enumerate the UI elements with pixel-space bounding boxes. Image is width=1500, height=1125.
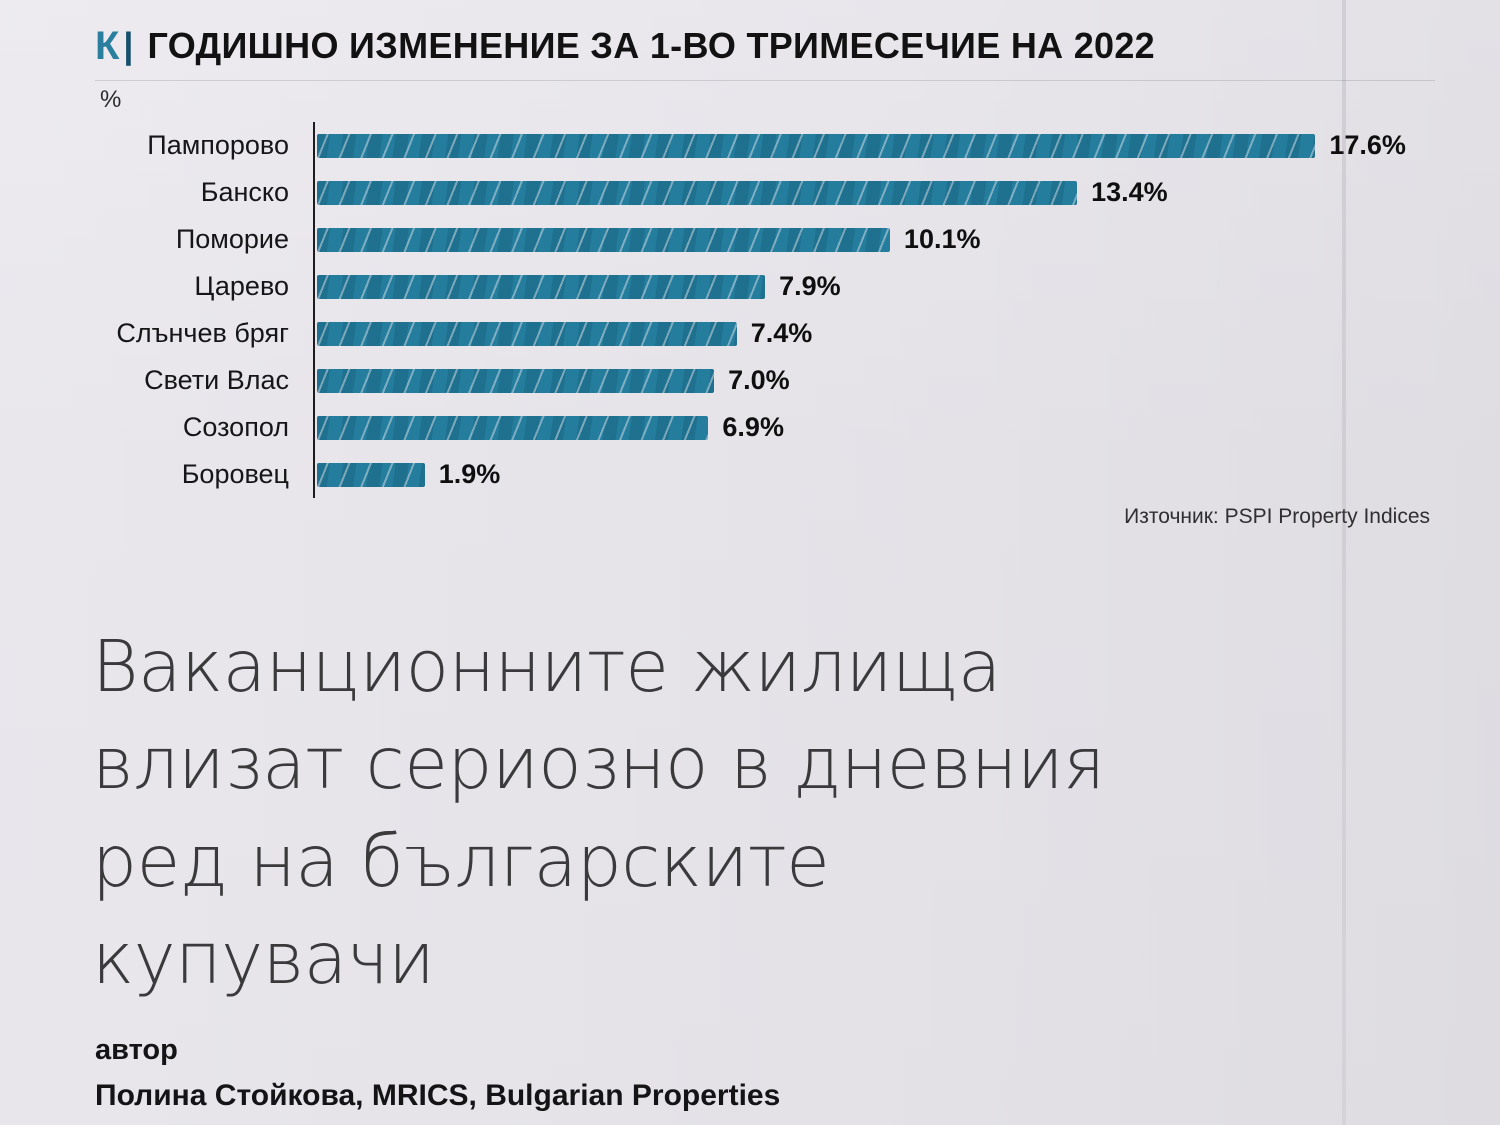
logo-divider: | bbox=[123, 25, 134, 66]
bar bbox=[317, 415, 709, 440]
source-note: Източник: PSPI Property Indices bbox=[1124, 505, 1430, 528]
bar-track: 10.1% bbox=[313, 216, 1435, 263]
chart-row: Боровец 1.9% bbox=[95, 451, 1435, 498]
bar-label: Царево bbox=[194, 271, 289, 301]
bar bbox=[317, 274, 766, 299]
headline-line: ред на българските bbox=[92, 819, 830, 903]
bar-value: 6.9% bbox=[722, 412, 784, 442]
bar-track: 7.0% bbox=[313, 357, 1435, 404]
bar bbox=[317, 368, 715, 393]
bar-value: 7.0% bbox=[728, 365, 790, 395]
bar-value: 7.4% bbox=[750, 318, 813, 348]
bar-value: 17.6% bbox=[1329, 130, 1406, 160]
bar-track: 13.4% bbox=[313, 169, 1435, 216]
bar-track: 17.6% bbox=[313, 122, 1435, 169]
chart-row: Созопол 6.9% bbox=[95, 404, 1435, 451]
headline-line: купувачи bbox=[92, 916, 435, 1000]
bar bbox=[317, 180, 1078, 205]
bar-track: 1.9% bbox=[313, 451, 1435, 498]
bar bbox=[317, 133, 1316, 158]
headline-line: влизат сериозно в дневния bbox=[92, 722, 1105, 806]
author-label: автор bbox=[95, 1034, 178, 1066]
chart-row: Поморие 10.1% bbox=[95, 216, 1435, 263]
bar-chart: Пампорово 17.6% Банско 13.4% Поморие 10.1% Цар… bbox=[95, 122, 1435, 498]
bar-label: Созопол bbox=[182, 412, 289, 442]
author-block: автор Полина Стойкова, MRICS, Bulgarian … bbox=[95, 1028, 780, 1118]
chart-row: Царево 7.9% bbox=[95, 263, 1435, 310]
chart-row: Слънчев бряг 7.4% bbox=[95, 310, 1435, 357]
bar-label: Слънчев бряг bbox=[116, 318, 289, 348]
bar-label: Боровец bbox=[181, 459, 289, 489]
chart-row: Свети Влас 7.0% bbox=[95, 357, 1435, 404]
chart-title: ГОДИШНО ИЗМЕНЕНИЕ ЗА 1-ВО ТРИМЕСЕЧИЕ НА … bbox=[147, 25, 1156, 66]
author-name: Полина Стойкова, MRICS, Bulgarian Proper… bbox=[95, 1078, 781, 1112]
bar bbox=[317, 227, 890, 252]
bar-label: Банско bbox=[200, 177, 289, 207]
bar-label: Свети Влас bbox=[144, 365, 289, 395]
article-headline: Ваканционните жилища влизат сериозно в дн… bbox=[92, 618, 1105, 1007]
bar-track: 7.9% bbox=[313, 263, 1435, 310]
chart-row: Пампорово 17.6% bbox=[95, 122, 1435, 169]
bar-track: 7.4% bbox=[313, 310, 1435, 357]
chart-header: К | ГОДИШНО ИЗМЕНЕНИЕ ЗА 1-ВО ТРИМЕСЕЧИЕ… bbox=[95, 26, 1435, 81]
chart-row: Банско 13.4% bbox=[95, 169, 1435, 216]
bar-value: 13.4% bbox=[1091, 177, 1168, 207]
bar bbox=[317, 462, 425, 487]
bar-label: Поморие bbox=[175, 224, 289, 254]
bar-track: 6.9% bbox=[313, 404, 1435, 451]
headline-line: Ваканционните жилища bbox=[92, 625, 1001, 708]
bar-value: 1.9% bbox=[438, 459, 501, 489]
bar-label: Пампорово bbox=[147, 130, 289, 160]
bar-value: 10.1% bbox=[903, 224, 981, 254]
axis-unit-label: % bbox=[100, 86, 122, 113]
bar bbox=[317, 321, 737, 346]
publication-logo: К bbox=[95, 24, 120, 68]
bar-value: 7.9% bbox=[779, 271, 841, 301]
